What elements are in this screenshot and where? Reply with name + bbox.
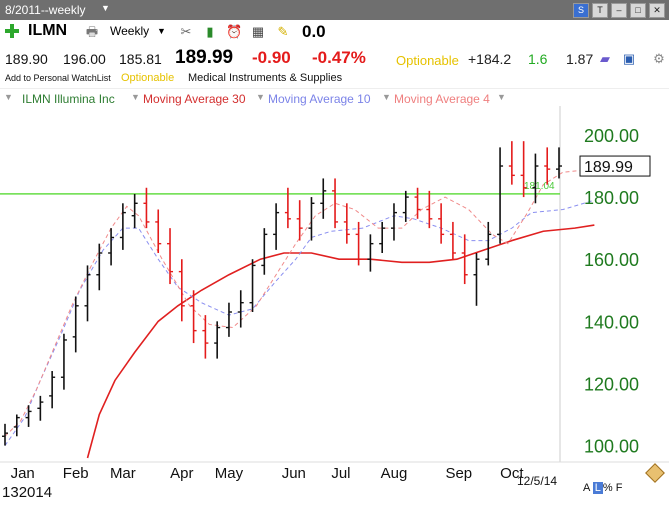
legend-dropdown-icon[interactable]: ▼ [4,92,13,102]
calculator-icon[interactable]: ▦ [251,24,265,39]
window-title: 8/2011--weekly [5,3,86,17]
save-icon[interactable]: ▣ [622,51,636,66]
chart-date: 12/5/14 [517,474,558,488]
x-tick-label: Jul [331,465,350,482]
tv-icon[interactable]: T [592,3,608,18]
ma10-line [4,199,595,446]
add-watchlist-link[interactable]: Add to Personal WatchList [5,73,111,83]
ma30-line [86,224,595,459]
legend-series-ma10[interactable]: Moving Average 10 [268,92,371,106]
x-tick-label: Jun [282,465,306,482]
relative-strength: +184.2 [468,51,512,67]
x-tick-label: Jan [11,465,35,482]
resistance-label: 181.04 [524,181,555,192]
s-logo-icon[interactable]: S [573,3,589,18]
x-tick-label: Aug [381,465,408,482]
x-tick-label: Feb [63,465,89,482]
legend-series-ilmn[interactable]: ILMN Illumina Inc [22,92,115,106]
optionable-label: Optionable [396,53,459,68]
x-tick-label: May [215,465,244,482]
note-icon[interactable]: ✎ [277,24,289,39]
print-icon[interactable]: 🖶 [85,24,99,39]
gear-icon[interactable]: ⚙ [653,51,665,66]
x-tick-label: Apr [170,465,193,482]
legend-series-ma30[interactable]: Moving Average 30 [143,92,246,106]
add-icon[interactable] [5,24,19,38]
cube-icon[interactable]: ▰ [600,51,610,66]
y-tick-label: 120.00 [584,374,639,394]
green-value: 1.6 [528,51,548,67]
high-price: 196.00 [63,51,106,67]
optionable-tag: Optionable [121,72,175,84]
symbol-input[interactable]: ILMN [28,22,68,39]
alarm-icon[interactable]: ⏰ [226,24,243,39]
x-tick-label: Mar [110,465,136,482]
industry-label: Medical Instruments & Supplies [188,72,343,84]
legend-dropdown-icon[interactable]: ▼ [497,92,506,102]
last-price: 189.99 [175,47,234,68]
y-tick-label: 200.00 [584,126,639,146]
legend-dropdown-icon[interactable]: ▼ [131,92,140,102]
tools-icon[interactable]: ✂ [180,24,192,39]
title-bar: 8/2011--weekly ▼ S T – □ ✕ [0,0,669,20]
restore-icon[interactable]: □ [630,3,646,18]
change-value: 0.0 [302,22,326,41]
title-dropdown-icon[interactable]: ▼ [101,3,110,13]
pct-change: -0.47% [312,48,366,67]
close-icon[interactable]: ✕ [649,3,665,18]
legend-series-ma4[interactable]: Moving Average 4 [394,92,490,106]
y-tick-label: 180.00 [584,188,639,208]
open-price: 189.90 [5,51,48,67]
chevron-down-icon[interactable]: ▼ [157,26,166,36]
low-price: 185.81 [119,51,162,67]
x-tick-label: Sep [445,465,472,482]
info-row: Add to Personal WatchList Optionable Med… [0,72,669,88]
legend-bar: ▼ ILMN Illumina Inc ▼ Moving Average 30 … [0,88,669,107]
legend-dropdown-icon[interactable]: ▼ [382,92,391,102]
last-price-box-label: 189.99 [584,159,633,176]
quote-row: 189.90 196.00 185.81 189.99 -0.90 -0.47%… [0,46,669,74]
y-tick-label: 140.00 [584,312,639,332]
legend-dropdown-icon[interactable]: ▼ [256,92,265,102]
indicators-icon[interactable]: ▮ [206,24,214,39]
period-select[interactable]: Weekly [110,24,150,38]
x-tick-label: Oct [500,465,524,482]
last-price-box [579,155,651,177]
symbol-toolbar: ILMN 🖶 Weekly ▼ ✂ ▮ ⏰ ▦ ✎ 0.0 [0,20,669,46]
beta-value: 1.87 [566,51,594,67]
year-label: 132014 [2,484,53,501]
y-tick-label: 100.00 [584,437,639,457]
y-tick-label: 160.00 [584,250,639,270]
scale-toggle[interactable]: A L% F [583,482,623,494]
minimize-icon[interactable]: – [611,3,627,18]
price-chart[interactable]: 181.04 100.00 120.00 140.00 160.00 180.00 200.… [0,106,669,486]
net-change: -0.90 [252,48,291,67]
